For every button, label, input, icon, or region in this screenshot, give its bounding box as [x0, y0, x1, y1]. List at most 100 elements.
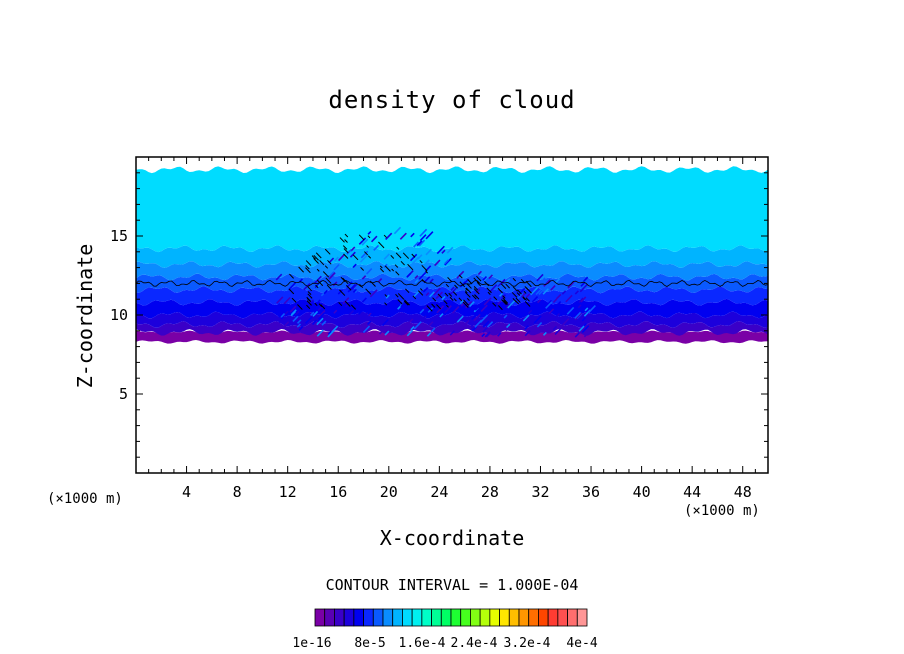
turbulence-streak: [333, 309, 338, 314]
contour-streak: [419, 260, 423, 264]
turbulence-streak: [555, 313, 561, 319]
turbulence-streak: [483, 297, 492, 306]
contour-streak: [467, 279, 473, 285]
colorbar-cell: [431, 608, 442, 627]
turbulence-streak: [574, 311, 582, 319]
turbulence-streak: [584, 307, 589, 312]
turbulence-streak: [481, 333, 486, 338]
contour-streak: [367, 235, 371, 239]
turbulence-streak: [413, 321, 422, 330]
turbulence-streak: [383, 253, 390, 260]
contour-streak: [320, 304, 326, 310]
contour-streak: [339, 237, 345, 243]
colorbar-tick-label: 1.6e-4: [399, 636, 446, 651]
contour-streak: [476, 281, 482, 287]
x-tick-label: 32: [531, 483, 549, 501]
contour-streak: [492, 302, 497, 307]
contour-streak: [384, 294, 388, 297]
turbulence-streak: [518, 287, 526, 295]
turbulence-streak: [565, 294, 573, 303]
turbulence-streak: [486, 321, 494, 328]
turbulence-streak: [370, 235, 378, 243]
turbulence-streak: [578, 297, 584, 304]
turbulence-streak: [385, 294, 390, 299]
contour-streak: [500, 283, 507, 289]
contour-streak: [395, 271, 400, 276]
x-tick-label: 16: [329, 483, 347, 501]
x-tick-label: 8: [233, 483, 242, 501]
contour-streak: [473, 277, 480, 285]
turbulence-streak: [524, 325, 529, 330]
turbulence-streak: [328, 272, 336, 280]
turbulence-streak: [578, 325, 585, 332]
turbulence-streak: [505, 323, 513, 332]
turbulence-streak: [555, 293, 562, 300]
turbulence-streak: [413, 290, 420, 298]
turbulence-streak: [583, 276, 589, 282]
turbulence-streak: [347, 283, 356, 293]
contour-streak: [525, 280, 532, 288]
turbulence-streak: [316, 281, 324, 288]
turbulence-streak: [482, 326, 489, 333]
y-tick-label: 15: [110, 227, 128, 245]
turbulence-streak: [524, 330, 531, 337]
contour-streak: [298, 266, 305, 273]
contour-streak: [458, 274, 463, 279]
turbulence-streak: [274, 303, 281, 310]
contour-streak: [343, 248, 349, 254]
turbulence-streak: [296, 319, 302, 324]
turbulence-streak: [348, 309, 355, 316]
turbulence-streak: [552, 298, 558, 304]
contour-streak: [407, 263, 414, 271]
turbulence-streak: [333, 256, 339, 262]
turbulence-streak: [555, 305, 562, 312]
turbulence-streak: [497, 332, 502, 337]
contour-streak: [411, 253, 416, 258]
colorbar-cell: [489, 608, 500, 627]
contour-streak: [402, 252, 410, 259]
turbulence-streak: [475, 288, 481, 294]
contour-streak: [466, 283, 472, 289]
x-tick-label: 20: [380, 483, 398, 501]
contour-streak: [367, 255, 372, 259]
turbulence-streak: [323, 289, 328, 295]
colorbar-cell: [460, 608, 471, 627]
turbulence-streak: [360, 312, 369, 320]
turbulence-streak: [321, 320, 327, 326]
colorbar-cell: [372, 608, 384, 627]
colorbar-cell: [518, 608, 530, 627]
turbulence-streak: [402, 272, 408, 278]
colorbar-cell: [392, 608, 403, 627]
colorbar-cell: [324, 608, 335, 627]
turbulence-streak: [453, 315, 462, 324]
turbulence-streak: [360, 237, 367, 244]
turbulence-streak: [587, 304, 596, 314]
turbulence-streak: [574, 332, 580, 338]
contour-streak: [511, 292, 518, 298]
turbulence-streak: [419, 234, 427, 242]
turbulence-streak: [290, 310, 296, 317]
contour-streak: [515, 297, 521, 303]
contour-streak: [437, 293, 443, 299]
turbulence-streak: [522, 314, 530, 322]
contour-streak: [289, 273, 294, 279]
contour-streak: [307, 291, 312, 295]
contour-streak: [487, 291, 491, 295]
contour-streak: [324, 265, 329, 269]
turbulence-streak: [410, 232, 415, 238]
cloud-layer: [136, 166, 768, 253]
colorbar-cell: [557, 608, 568, 627]
turbulence-streak: [430, 327, 436, 333]
contour-streak: [297, 304, 303, 310]
turbulence-streak: [480, 304, 488, 313]
turbulence-streak: [327, 329, 335, 338]
turbulence-streak: [367, 312, 372, 317]
turbulence-streak: [483, 276, 488, 282]
chart-title: density of cloud: [328, 86, 576, 114]
turbulence-streak: [530, 286, 539, 296]
turbulence-streak: [444, 259, 450, 265]
contour-streak: [327, 259, 332, 265]
contour-streak: [517, 289, 522, 295]
turbulence-streak: [316, 329, 324, 337]
contour-streak: [502, 295, 506, 299]
